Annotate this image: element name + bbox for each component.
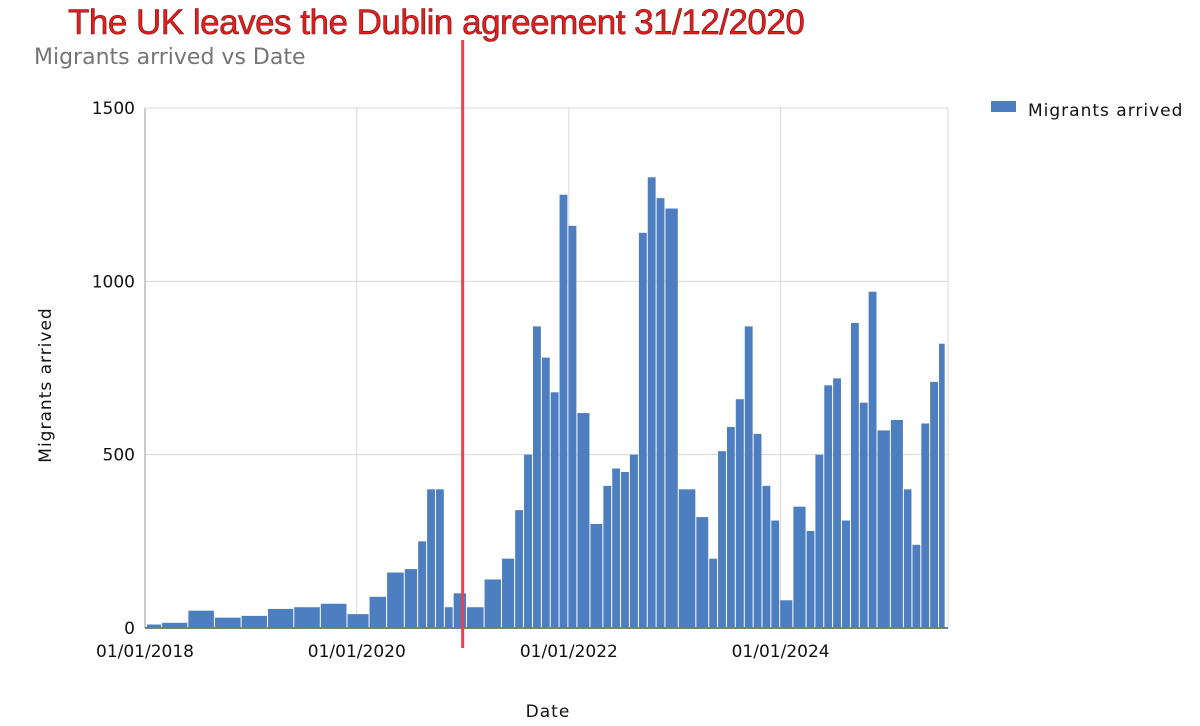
data-bar (939, 343, 945, 628)
data-bar (603, 485, 612, 628)
y-tick-label: 1500 (92, 99, 135, 119)
data-bar (524, 454, 533, 628)
data-bar (709, 558, 718, 628)
data-bar (467, 607, 484, 628)
data-bar (841, 520, 850, 628)
data-bar (550, 392, 559, 628)
legend-label: Migrants arrived (1028, 101, 1183, 121)
data-bar (912, 544, 921, 628)
data-bar (656, 198, 665, 628)
data-bar (850, 322, 859, 628)
data-bar (859, 402, 868, 628)
data-bar (320, 603, 347, 628)
y-tick-label: 0 (124, 619, 135, 639)
data-bar (890, 420, 903, 628)
y-axis-label: Migrants arrived (36, 307, 56, 462)
x-axis-label: Date (526, 702, 571, 722)
data-bar (444, 607, 453, 628)
data-bar (162, 622, 188, 628)
data-bar (930, 381, 939, 628)
data-bar (577, 413, 590, 628)
data-bar (824, 385, 833, 628)
data-bar (418, 541, 427, 628)
data-bar (621, 472, 629, 628)
data-bar (647, 177, 656, 628)
data-bar (501, 558, 515, 628)
y-tick-labels: 0 500 1000 1500 (92, 99, 135, 639)
data-bar (268, 608, 294, 628)
x-tick-label: 01/01/2018 (96, 642, 194, 662)
data-bar (771, 520, 780, 628)
data-bar (404, 569, 418, 628)
data-bar (484, 579, 501, 628)
data-bar (559, 194, 568, 629)
data-bar (347, 614, 369, 628)
data-bar (735, 399, 744, 628)
data-bar (612, 468, 621, 628)
data-bar (214, 617, 241, 628)
data-bar (568, 225, 577, 628)
data-bar (696, 517, 709, 628)
data-bar (241, 615, 267, 628)
x-tick-label: 01/01/2022 (520, 642, 618, 662)
data-bar (877, 430, 890, 628)
legend: Migrants arrived (991, 101, 1183, 121)
data-bar (753, 433, 762, 628)
data-bar (780, 600, 793, 628)
x-tick-labels: 01/01/2018 01/01/2020 01/01/2022 01/01/2024 (96, 642, 830, 662)
data-bar (678, 489, 696, 628)
data-bar (435, 489, 444, 628)
data-bar (921, 423, 930, 628)
data-bar (762, 485, 771, 628)
chart-title: Migrants arrived vs Date (34, 45, 305, 70)
data-bar (815, 454, 824, 628)
legend-swatch (991, 101, 1016, 112)
data-bar (188, 610, 214, 628)
data-bar (541, 357, 550, 628)
data-bar (590, 524, 603, 628)
data-bar (806, 530, 815, 628)
data-bar (427, 489, 435, 628)
data-bar (294, 607, 320, 628)
data-bar (515, 510, 524, 628)
data-bar (744, 326, 753, 628)
data-bar (793, 506, 806, 628)
x-tick-label: 01/01/2024 (732, 642, 830, 662)
x-tick-label: 01/01/2020 (308, 642, 406, 662)
data-bars (147, 177, 945, 629)
data-bar (147, 624, 162, 628)
y-tick-label: 500 (103, 446, 135, 466)
data-bar (903, 489, 912, 628)
data-bar (369, 596, 387, 628)
data-bar (533, 326, 541, 628)
data-bar (726, 426, 735, 628)
annotation-banner: The UK leaves the Dublin agreement 31/12… (68, 3, 804, 42)
data-bar (638, 232, 647, 629)
data-bar (833, 378, 841, 628)
data-bar (665, 208, 678, 628)
data-bar (868, 291, 877, 628)
data-bar (718, 451, 726, 628)
data-bar (387, 572, 404, 628)
data-bar (629, 454, 638, 628)
y-tick-label: 1000 (92, 272, 135, 292)
